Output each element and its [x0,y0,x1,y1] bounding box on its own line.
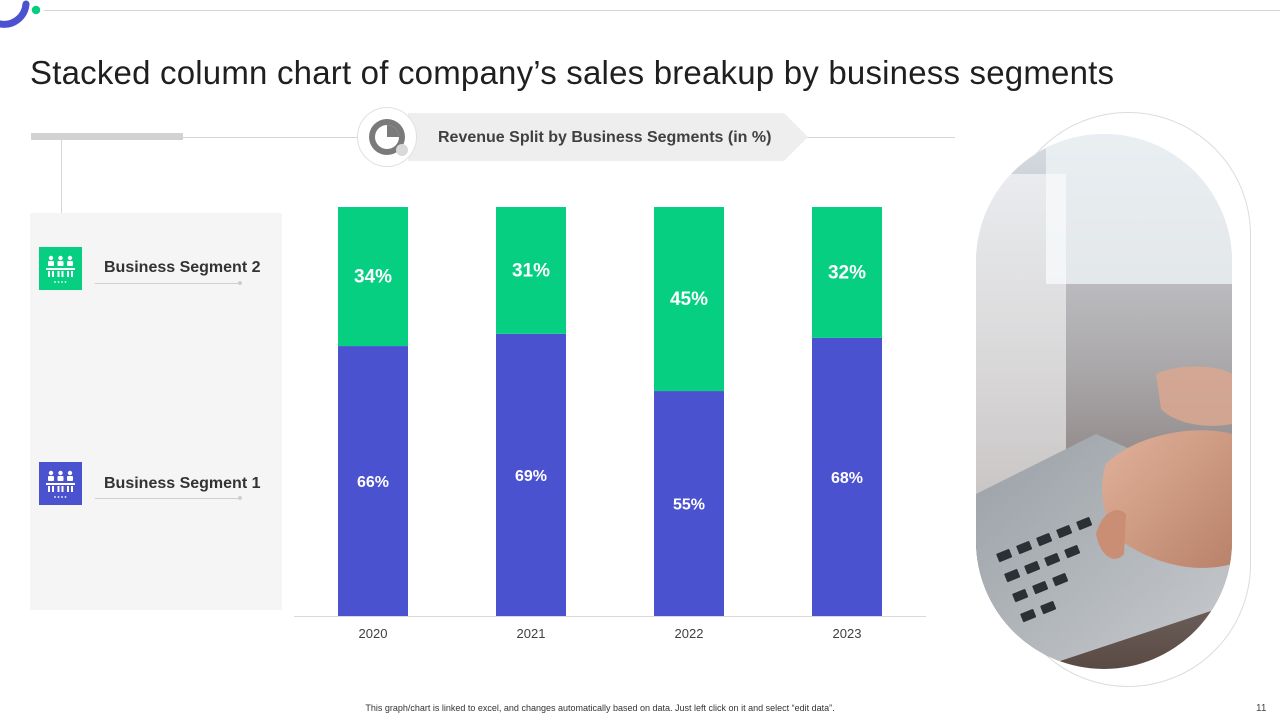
pie-chart-icon [357,107,417,167]
bar-segment-2-2020 [338,207,408,347]
chart-header-banner [408,113,808,161]
top-divider [44,10,1280,11]
laptop-typing-photo [976,134,1232,669]
people-desks-icon [39,462,82,505]
x-tick-label-2020: 2020 [359,626,388,641]
x-tick-label-2021: 2021 [517,626,546,641]
page-title: Stacked column chart of company’s sales … [30,54,1115,92]
legend-underline [95,283,240,284]
data-label-2-2021: 31% [512,260,550,281]
footer-note: This graph/chart is linked to excel, and… [365,703,835,713]
bar-segment-1-2021 [496,333,566,616]
data-label-2-2022: 45% [670,289,708,310]
stacked-column-chart: 66% 34% 2020 69% 31% 2021 55% 45% 2022 68% 32% 2023 [294,207,926,641]
accent-bar [31,133,183,140]
legend-label-segment-1: Business Segment 1 [104,475,261,492]
bar-segment-1-2020 [338,346,408,616]
bar-segment-1-2023 [812,337,882,616]
x-tick-label-2022: 2022 [675,626,704,641]
corner-arc-decoration [0,0,40,28]
data-label-2-2020: 34% [354,267,392,288]
legend-underline [95,498,240,499]
legend-label-segment-2: Business Segment 2 [104,259,261,276]
bar-segment-2-2022 [654,207,724,392]
data-label-1-2021: 69% [515,468,547,485]
legend-dot [238,281,242,285]
chart-title: Revenue Split by Business Segments (in %… [438,129,772,146]
page-number: 11 [1256,703,1267,714]
people-desks-icon [39,247,82,290]
header-connector-right [805,137,955,138]
x-tick-label-2023: 2023 [833,626,862,641]
bar-segment-2-2021 [496,207,566,334]
bar-segment-1-2022 [654,391,724,616]
data-label-2-2023: 32% [828,262,866,283]
data-label-1-2020: 66% [357,474,389,491]
header-connector-left [183,137,363,138]
legend-dot [238,496,242,500]
data-label-1-2023: 68% [831,470,863,487]
data-label-1-2022: 55% [673,497,705,514]
bar-segment-2-2023 [812,207,882,338]
